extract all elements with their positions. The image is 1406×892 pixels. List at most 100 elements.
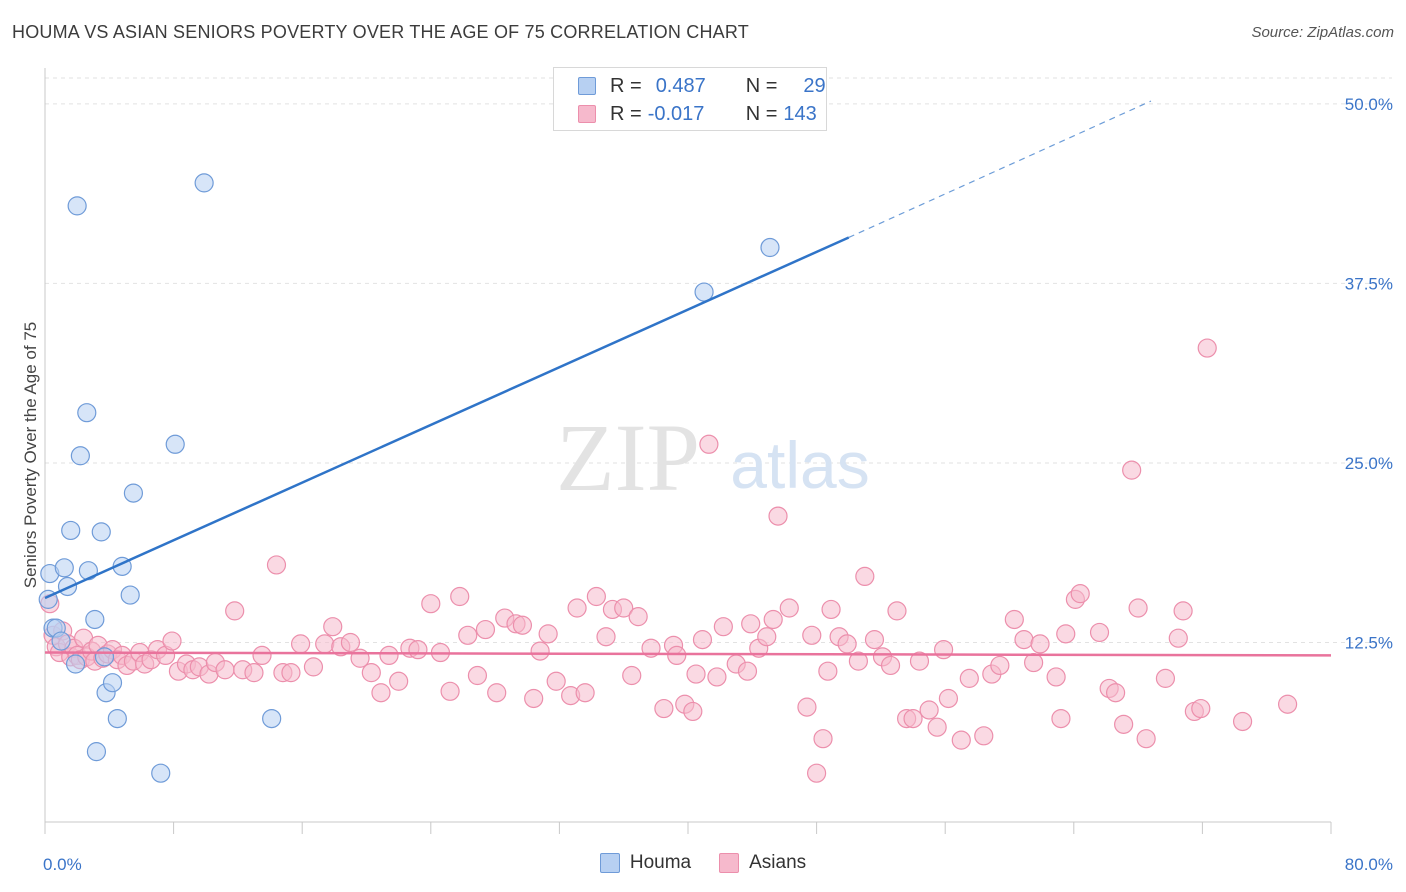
houma-point xyxy=(123,483,144,503)
legend-asians-label: Asians xyxy=(749,852,807,873)
asians-point xyxy=(1136,729,1156,749)
asians-point xyxy=(802,625,822,645)
asians-point xyxy=(990,655,1010,676)
houma-point xyxy=(94,647,115,667)
asians-points xyxy=(40,338,1298,783)
chart-title: HOUMA VS ASIAN SENIORS POVERTY OVER THE … xyxy=(12,22,749,42)
asians-point xyxy=(340,632,361,653)
asians-point xyxy=(959,668,979,688)
asians-point xyxy=(757,627,777,647)
asians-point xyxy=(1155,668,1176,688)
asians-point xyxy=(855,566,875,587)
asians-point xyxy=(887,601,907,621)
legend-row-asians: R = -0.017 N = 143 xyxy=(554,100,817,128)
asians-point xyxy=(1114,714,1134,734)
tick-labels: 12.5% 25.0% 37.5% 50.0% 0.0% 80.0% xyxy=(43,95,1393,874)
houma-point xyxy=(194,173,214,193)
asians-point xyxy=(1122,460,1142,480)
x-tick-label: 80.0% xyxy=(1345,855,1393,874)
houma-swatch xyxy=(578,77,596,95)
asians-point xyxy=(1024,652,1044,673)
asians-point xyxy=(303,657,324,677)
asians-point xyxy=(837,634,857,654)
asians-point xyxy=(818,661,838,681)
legend-houma-label: Houma xyxy=(629,852,692,873)
asians-point xyxy=(458,625,478,645)
asians-point xyxy=(371,683,391,703)
watermark-atlas: atlas xyxy=(730,428,869,502)
houma-point xyxy=(77,403,97,423)
asians-point xyxy=(1191,698,1211,719)
asians-point xyxy=(266,555,287,575)
asians-point xyxy=(475,619,496,640)
legend-item-asians[interactable]: Asians xyxy=(719,852,806,874)
houma-n-value: 29 xyxy=(803,74,826,97)
asians-point xyxy=(628,607,648,627)
asians-r-label: R = xyxy=(610,102,642,125)
asians-point xyxy=(1168,628,1188,648)
legend-houma-swatch xyxy=(599,853,620,873)
asians-point xyxy=(1070,584,1090,604)
asians-n-value: 143 xyxy=(783,102,817,125)
grid-layer xyxy=(45,77,1392,643)
x-tick-label: 0.0% xyxy=(43,855,82,874)
asians-swatch xyxy=(578,105,596,123)
houma-point xyxy=(67,196,87,216)
houma-point xyxy=(51,631,71,651)
asians-n-label: N = xyxy=(745,102,778,125)
houma-point xyxy=(165,434,185,454)
asians-point xyxy=(361,663,381,683)
asians-point xyxy=(614,598,634,618)
asians-point xyxy=(1277,694,1298,714)
legend-row-houma: R = 0.487 N = 29 xyxy=(554,72,826,100)
asians-point xyxy=(586,586,606,607)
asians-point xyxy=(1197,338,1217,358)
houma-point xyxy=(91,522,111,542)
houma-point xyxy=(151,763,171,783)
asians-point xyxy=(1056,624,1076,644)
series-legend: Houma Asians xyxy=(0,852,1406,874)
asians-point xyxy=(467,665,488,686)
asians-point xyxy=(1128,598,1148,618)
asians-point xyxy=(389,671,409,691)
houma-point xyxy=(102,673,123,693)
houma-point xyxy=(65,654,86,674)
source-label: Source: ZipAtlas.com xyxy=(1251,24,1394,41)
asians-point xyxy=(622,665,642,686)
asians-point xyxy=(686,664,706,684)
asians-point xyxy=(487,683,507,703)
asians-point xyxy=(290,634,311,654)
axis-layer xyxy=(44,68,1332,834)
asians-point xyxy=(880,655,901,676)
asians-point xyxy=(938,688,959,709)
asians-point xyxy=(813,729,833,749)
houma-point xyxy=(57,576,78,597)
asians-point xyxy=(575,683,595,703)
asians-point xyxy=(933,640,954,660)
legend-item-houma[interactable]: Houma xyxy=(599,852,692,874)
asians-point xyxy=(244,663,264,683)
y-tick-label: 12.5% xyxy=(1345,633,1393,652)
asians-point xyxy=(821,599,841,620)
asians-point xyxy=(225,601,245,621)
asians-point xyxy=(654,698,674,719)
houma-point xyxy=(86,742,107,762)
asians-point xyxy=(1105,683,1126,703)
asians-point xyxy=(951,730,971,750)
asians-point xyxy=(1014,630,1034,650)
asians-point xyxy=(215,660,235,680)
asians-point xyxy=(1089,622,1110,643)
asians-point xyxy=(421,594,441,614)
asians-point xyxy=(692,630,713,650)
legend-asians-swatch xyxy=(719,853,740,873)
asians-point xyxy=(1232,711,1253,732)
asians-point xyxy=(530,641,550,661)
asians-point xyxy=(919,700,939,720)
asians-point xyxy=(162,631,182,651)
asians-point xyxy=(408,640,428,660)
asians-point xyxy=(779,598,799,618)
houma-r-value: 0.487 xyxy=(655,74,706,97)
asians-point xyxy=(903,708,923,729)
asians-trend-line xyxy=(44,651,1332,657)
